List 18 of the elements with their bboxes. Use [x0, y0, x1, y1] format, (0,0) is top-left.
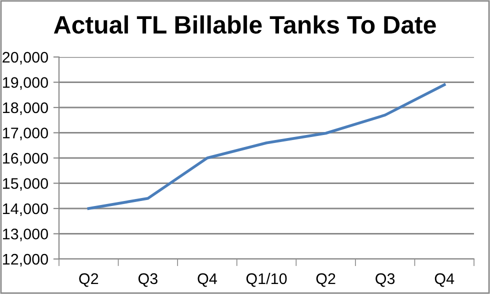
y-tick-label: 17,000 — [3, 128, 48, 140]
x-tick-label: Q1/10 — [246, 272, 287, 287]
y-tick-label: 12,000 — [3, 254, 48, 266]
y-tick-label: 15,000 — [3, 178, 48, 191]
x-tick-label: Q3 — [138, 273, 158, 287]
y-tick-label: 18,000 — [3, 102, 48, 115]
x-tick-label: Q4 — [198, 273, 217, 287]
x-tick-label: Q2 — [316, 273, 336, 287]
x-tick-label: Q2 — [79, 273, 98, 287]
y-tick-label: 16,000 — [3, 152, 48, 166]
y-tick-label: 20,000 — [2, 52, 48, 64]
y-tick-label: 14,000 — [3, 203, 48, 216]
y-tick-label: 13,000 — [3, 228, 48, 242]
chart-title: Actual TL Billable Tanks To Date — [54, 15, 436, 34]
line-series — [87, 83, 446, 210]
y-tick-label: 19,000 — [3, 77, 48, 90]
x-tick-label: Q4 — [434, 273, 454, 287]
x-tick-label: Q3 — [376, 273, 395, 287]
